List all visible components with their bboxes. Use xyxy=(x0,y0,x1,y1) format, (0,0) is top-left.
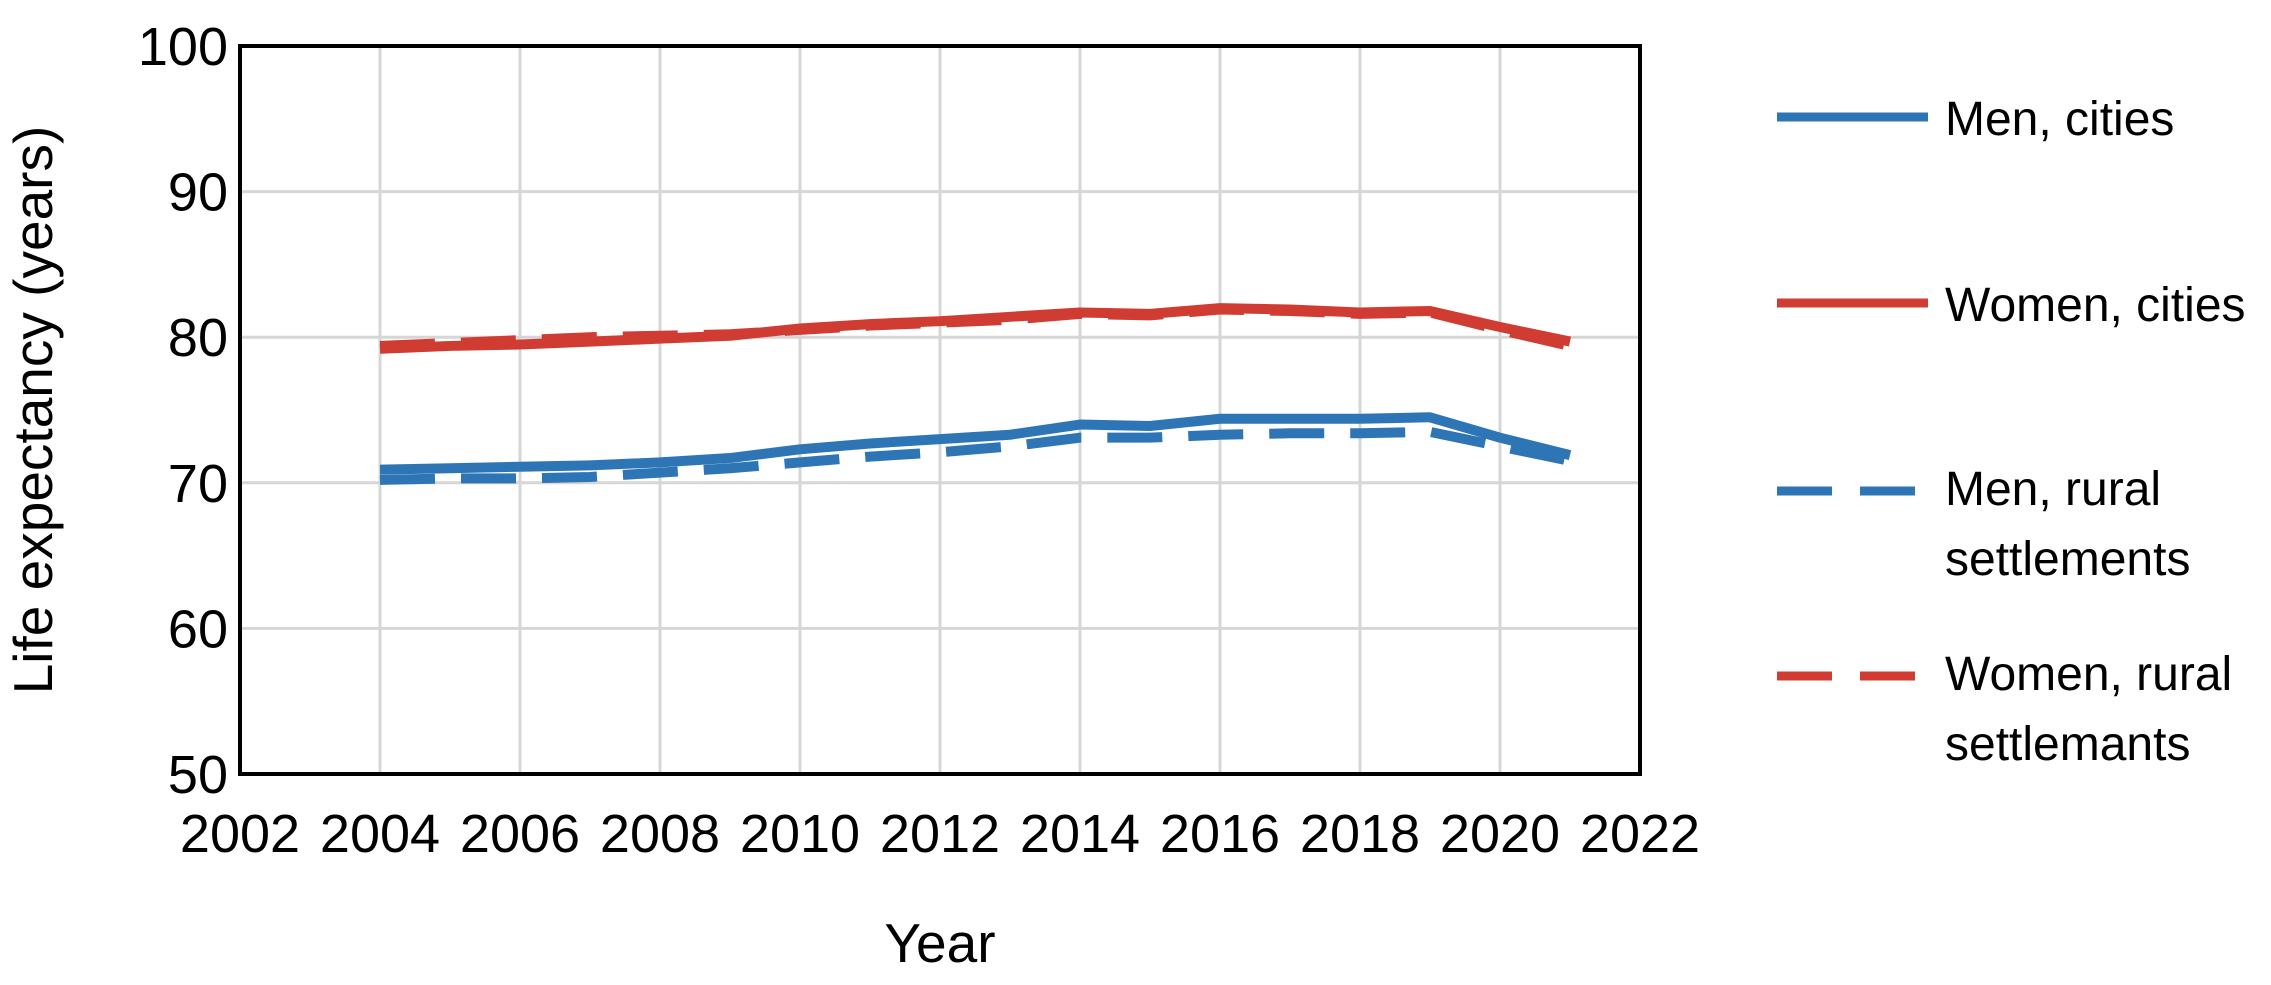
line-chart: 2002 2004 2006 2008 2010 2012 2014 2016 2018 2020… xyxy=(2,17,1700,974)
y-tick-label: 50 xyxy=(168,745,228,805)
x-tick-label: 2010 xyxy=(740,804,860,864)
legend-label-men-rural-line1: Men, rural xyxy=(1945,463,2162,516)
y-tick-label: 80 xyxy=(168,308,228,368)
legend-item-women-cities: Women, cities xyxy=(1740,271,2271,341)
x-axis-title: Year xyxy=(884,912,995,974)
y-tick-label: 70 xyxy=(168,454,228,514)
series-lines xyxy=(379,303,1572,485)
series-line-men-cities xyxy=(379,412,1572,475)
x-tick-label: 2012 xyxy=(880,804,1000,864)
y-axis-tick-labels: 50 60 70 80 90 100 xyxy=(138,17,228,805)
x-tick-label: 2006 xyxy=(460,804,580,864)
series-line-men-rural-settlements xyxy=(379,426,1572,485)
gridlines xyxy=(240,46,1640,774)
legend-item-men-rural: Men, rural settlements xyxy=(1740,455,2271,595)
x-tick-label: 2004 xyxy=(320,804,440,864)
x-tick-label: 2008 xyxy=(600,804,720,864)
x-tick-label: 2022 xyxy=(1580,804,1700,864)
x-tick-label: 2002 xyxy=(180,804,300,864)
legend-line-dashed-blue-icon xyxy=(1777,486,1928,496)
series-line-women-rural-settlemants xyxy=(379,304,1572,351)
legend-item-men-cities: Men, cities xyxy=(1740,85,2271,155)
legend-line-dashed-red-icon xyxy=(1777,671,1928,681)
legend-label-men-cities: Men, cities xyxy=(1945,93,2175,146)
y-axis-title: Life expectancy (years) xyxy=(2,126,64,695)
x-tick-label: 2014 xyxy=(1020,804,1140,864)
legend-label-women-cities: Women, cities xyxy=(1945,279,2246,332)
x-tick-label: 2020 xyxy=(1440,804,1560,864)
x-tick-label: 2016 xyxy=(1160,804,1280,864)
legend: Men, cities Women, cities Men, rural set… xyxy=(1740,0,2271,985)
x-tick-label: 2018 xyxy=(1300,804,1420,864)
legend-line-solid-blue-icon xyxy=(1777,112,1928,122)
legend-label-men-rural-line2: settlements xyxy=(1945,533,2191,586)
y-tick-label: 100 xyxy=(138,17,228,77)
legend-label-women-rural-line2: settlemants xyxy=(1945,718,2191,771)
legend-line-solid-red-icon xyxy=(1777,298,1928,308)
plot-border xyxy=(238,44,1642,776)
x-axis-tick-labels: 2002 2004 2006 2008 2010 2012 2014 2016 2018 2020… xyxy=(180,804,1700,864)
legend-item-women-rural: Women, rural settlemants xyxy=(1740,640,2271,780)
legend-label-women-rural-line1: Women, rural xyxy=(1945,648,2233,701)
y-tick-label: 90 xyxy=(168,163,228,223)
y-tick-label: 60 xyxy=(168,599,228,659)
